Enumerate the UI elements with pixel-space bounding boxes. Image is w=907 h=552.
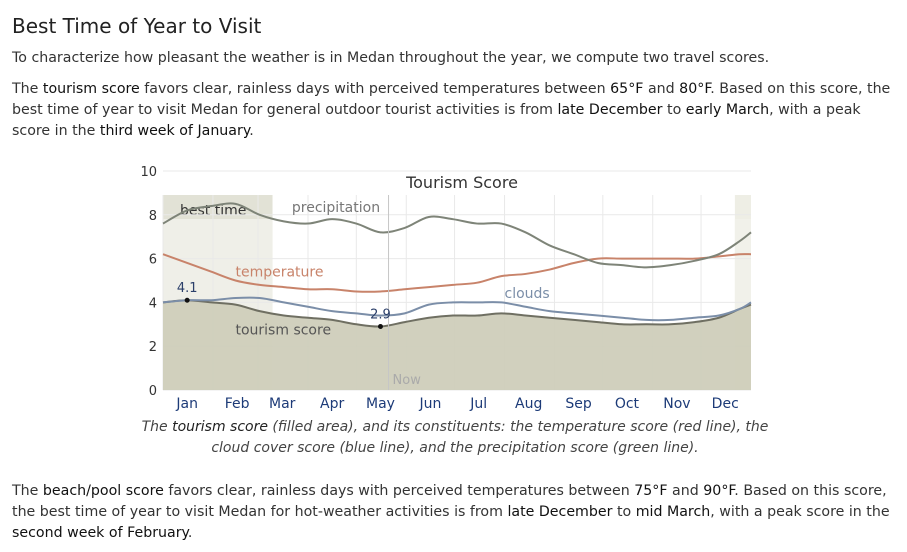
month-label: Jan — [175, 396, 198, 412]
text-segment: The — [12, 483, 43, 499]
intro-paragraph: To characterize how pleasant the weather… — [12, 50, 770, 66]
month-label: Dec — [712, 396, 739, 412]
text-segment: to — [662, 102, 686, 118]
annotation-label: 2.9 — [370, 307, 391, 322]
series-label: clouds — [505, 286, 550, 302]
chart-caption: The tourism score (filled area), and its… — [130, 417, 780, 459]
temp-high: 80°F — [679, 81, 711, 97]
best-start: late December — [557, 102, 663, 118]
text-segment: . — [249, 123, 254, 139]
month-label: Sep — [565, 396, 592, 412]
text-segment: The — [141, 419, 173, 435]
tourism-paragraph: The tourism score favors clear, rainless… — [12, 79, 897, 142]
term-beach-score: beach/pool score — [42, 483, 164, 499]
precipitation-line — [162, 202, 752, 269]
y-tick-label: 0 — [149, 384, 157, 399]
temp-low: 75°F — [634, 483, 668, 499]
y-tick-label: 4 — [149, 296, 157, 311]
best-end: early March — [685, 102, 770, 118]
text-segment: . Based on this score, the best time of … — [12, 81, 891, 118]
text-segment: (filled area), and its constituents: the… — [211, 419, 769, 456]
temp-high: 90°F — [703, 483, 735, 499]
month-label: Apr — [320, 396, 344, 412]
section-title: Best Time of Year to Visit — [12, 14, 262, 38]
month-label: Oct — [615, 396, 640, 412]
term-tourism-score: tourism score — [42, 81, 140, 97]
text-segment: to — [612, 504, 636, 520]
text-segment: , with a peak score in the — [710, 504, 890, 520]
text-segment: . Based on this score, the best time of … — [12, 483, 887, 520]
month-label: Jun — [418, 396, 441, 412]
text-segment: favors clear, rainless days with perceiv… — [139, 81, 611, 97]
annotation-label: 4.1 — [177, 281, 198, 296]
clouds-line — [162, 296, 752, 322]
peak-week: third week of January — [99, 123, 250, 139]
text-segment: and — [667, 483, 704, 499]
tourism-score-chart: Tourism Score best time 0 2 4 6 8 10 Now precipit… — [0, 165, 907, 465]
text-segment: , with a peak score in the — [12, 102, 861, 139]
annotation-point — [184, 297, 190, 303]
tourism-score-area — [163, 300, 751, 390]
text-segment: The — [12, 81, 43, 97]
temperature-line — [162, 253, 752, 293]
text-segment: favors clear, rainless days with perceiv… — [163, 483, 635, 499]
month-label: Mar — [269, 396, 296, 412]
y-tick-label: 10 — [140, 165, 157, 180]
month-label: Feb — [225, 396, 250, 412]
best-end: mid March — [635, 504, 711, 520]
term-tourism-score: tourism score — [172, 419, 268, 435]
month-label: Jul — [469, 396, 487, 412]
best-start: late December — [507, 504, 613, 520]
month-label: Nov — [663, 396, 690, 412]
text-segment: and — [643, 81, 680, 97]
beach-paragraph: The beach/pool score favors clear, rainl… — [12, 481, 897, 544]
tourism-score-line — [162, 299, 752, 328]
y-tick-label: 6 — [149, 253, 157, 268]
annotation-point — [377, 323, 383, 329]
series-label: precipitation — [292, 200, 380, 216]
peak-week: second week of February — [12, 525, 188, 541]
series-label: temperature — [235, 265, 323, 281]
month-label: Aug — [515, 396, 542, 412]
month-label: May — [366, 396, 395, 412]
text-segment: . — [187, 525, 193, 541]
now-label: Now — [393, 373, 422, 388]
y-tick-label: 2 — [149, 340, 157, 355]
temp-low: 65°F — [610, 81, 644, 97]
series-label: tourism score — [235, 323, 331, 339]
y-tick-label: 8 — [149, 209, 157, 224]
chart-title: Tourism Score — [405, 173, 518, 192]
